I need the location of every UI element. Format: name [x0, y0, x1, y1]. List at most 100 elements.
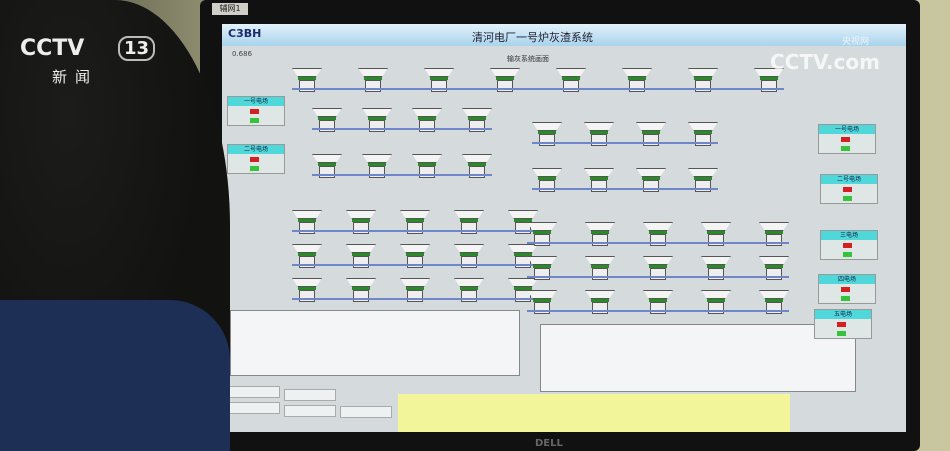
pipe — [312, 174, 492, 176]
control-button[interactable] — [228, 386, 280, 398]
pipe — [292, 298, 538, 300]
field-status-panel[interactable]: 二号电场 — [820, 174, 878, 204]
running-indicator — [841, 137, 850, 142]
running-indicator — [843, 187, 852, 192]
running-indicator — [250, 109, 259, 114]
hopper — [400, 278, 430, 304]
hopper — [643, 222, 673, 248]
stopped-indicator — [841, 146, 850, 151]
panel-label: 四电场 — [819, 275, 875, 284]
control-button[interactable] — [228, 402, 280, 414]
page-subtitle: 输灰系统画面 — [507, 55, 549, 63]
control-button[interactable] — [284, 405, 336, 417]
running-indicator — [841, 287, 850, 292]
panel-label: 一号电场 — [228, 97, 284, 106]
pipe — [527, 276, 789, 278]
hopper — [490, 68, 520, 94]
stopped-indicator — [250, 118, 259, 123]
hopper — [454, 244, 484, 270]
pipe — [532, 142, 718, 144]
hopper — [701, 290, 731, 316]
panel-label: 三电场 — [821, 231, 877, 240]
pressure-readout: 0.686 — [232, 50, 253, 58]
stopped-indicator — [841, 296, 850, 301]
hopper — [556, 68, 586, 94]
hopper — [312, 108, 342, 134]
hopper — [584, 122, 614, 148]
monitor: 辅网1 C3BH 清河电厂一号炉灰渣系统 0.686 输灰系统画面 一号电场二号… — [200, 0, 920, 451]
hopper — [622, 68, 652, 94]
hopper — [346, 210, 376, 236]
hopper — [701, 222, 731, 248]
monitor-brand: DELL — [535, 438, 563, 449]
hopper — [454, 210, 484, 236]
hopper — [527, 256, 557, 282]
hopper — [759, 222, 789, 248]
hopper — [362, 108, 392, 134]
hopper — [292, 210, 322, 236]
app-logo: C3BH — [228, 27, 262, 40]
scada-screen: C3BH 清河电厂一号炉灰渣系统 0.686 输灰系统画面 一号电场二号电场 一号… — [222, 24, 906, 432]
hopper — [688, 122, 718, 148]
running-indicator — [843, 243, 852, 248]
channel-number: 13 — [118, 36, 156, 61]
hopper — [701, 256, 731, 282]
hopper — [412, 154, 442, 180]
running-indicator — [250, 157, 259, 162]
hopper — [292, 278, 322, 304]
field-status-panel[interactable]: 四电场 — [818, 274, 876, 304]
hopper — [346, 244, 376, 270]
trend-chart-left — [230, 310, 520, 376]
operator-shirt — [0, 300, 230, 451]
hopper — [688, 68, 718, 94]
field-status-panel[interactable]: 一号电场 — [818, 124, 876, 154]
hopper — [636, 168, 666, 194]
hopper — [584, 168, 614, 194]
hopper — [532, 122, 562, 148]
trend-chart-right — [540, 324, 856, 392]
watermark: CCTV.com — [770, 50, 880, 74]
hopper — [527, 222, 557, 248]
field-status-panel[interactable]: 一号电场 — [227, 96, 285, 126]
hopper — [643, 290, 673, 316]
hopper — [292, 68, 322, 94]
pipe — [532, 188, 718, 190]
pipe — [292, 88, 784, 90]
panel-label: 二号电场 — [228, 145, 284, 154]
pipe — [312, 128, 492, 130]
field-status-panel[interactable]: 五电场 — [814, 309, 872, 339]
hopper — [527, 290, 557, 316]
hopper — [759, 290, 789, 316]
channel-name: 新闻 — [52, 68, 99, 86]
field-status-panel[interactable]: 三电场 — [820, 230, 878, 260]
hopper — [292, 244, 322, 270]
stopped-indicator — [843, 252, 852, 257]
pipe — [527, 242, 789, 244]
hopper — [454, 278, 484, 304]
hopper — [759, 256, 789, 282]
control-button[interactable] — [284, 389, 336, 401]
hopper — [688, 168, 718, 194]
hopper — [424, 68, 454, 94]
hopper — [412, 108, 442, 134]
pipe — [527, 310, 789, 312]
channel-logo: CCTV — [20, 36, 85, 61]
hopper — [462, 154, 492, 180]
hopper — [585, 290, 615, 316]
panel-label: 一号电场 — [819, 125, 875, 134]
hopper — [585, 256, 615, 282]
field-status-panel[interactable]: 二号电场 — [227, 144, 285, 174]
control-button[interactable] — [340, 406, 392, 418]
hopper — [346, 278, 376, 304]
pipe — [292, 264, 538, 266]
screen-tab[interactable]: 辅网1 — [212, 3, 248, 15]
hopper — [585, 222, 615, 248]
hopper — [400, 210, 430, 236]
panel-label: 二号电场 — [821, 175, 877, 184]
hopper — [532, 168, 562, 194]
panel-label: 五电场 — [815, 310, 871, 319]
title-bar: C3BH 清河电厂一号炉灰渣系统 — [222, 24, 906, 46]
hopper — [400, 244, 430, 270]
hopper — [358, 68, 388, 94]
alarm-list — [398, 394, 790, 432]
